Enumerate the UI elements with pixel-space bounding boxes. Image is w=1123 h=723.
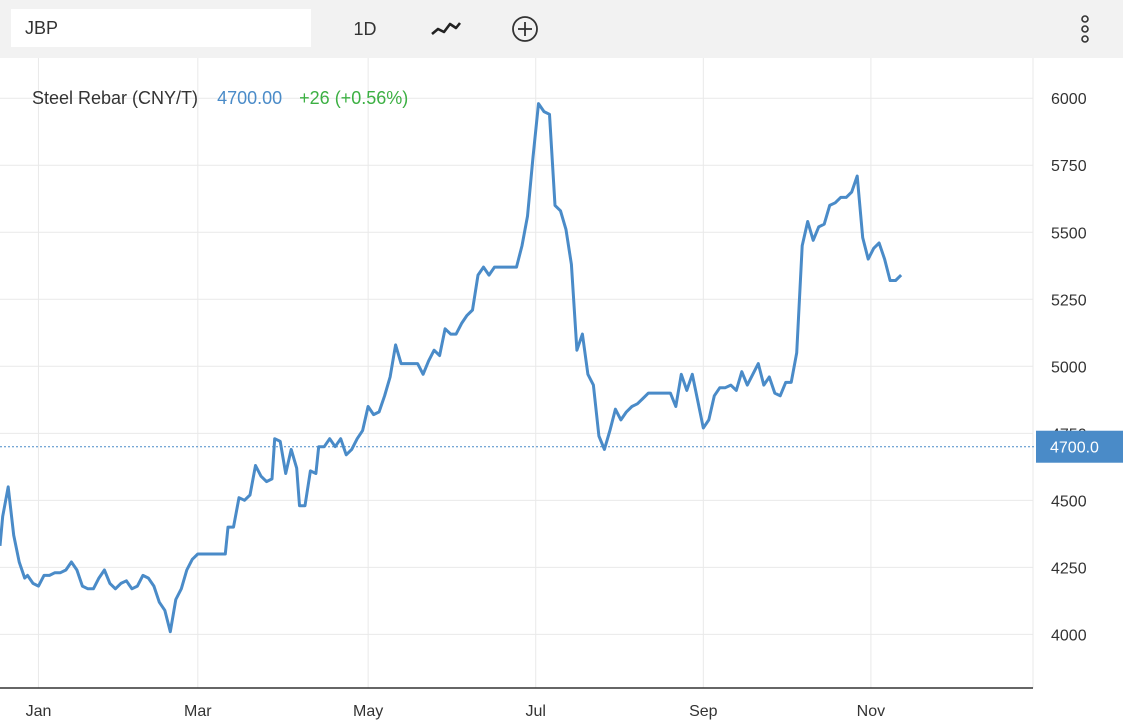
current-price-tag-box xyxy=(1036,430,1123,463)
interval-button[interactable]: 1D xyxy=(353,19,377,39)
chart-legend: Steel Rebar (CNY/T) 4700.00 +26 (+0.56%) xyxy=(32,88,408,109)
line-chart-icon xyxy=(431,22,462,35)
compare-button[interactable] xyxy=(507,12,543,46)
y-tick-label: 5000 xyxy=(1051,359,1087,376)
y-tick-label: 4500 xyxy=(1051,493,1087,510)
y-tick-label: 5250 xyxy=(1051,292,1087,309)
y-axis: 400042504500475050005250550057506000 xyxy=(1051,91,1087,644)
x-tick-label: Nov xyxy=(857,703,885,720)
plus-circle-icon xyxy=(512,16,538,42)
x-tick-label: Sep xyxy=(689,703,718,720)
last-price: 4700.00 xyxy=(217,88,283,108)
instrument-name: Steel Rebar (CNY/T) xyxy=(32,88,199,108)
symbol-input[interactable]: JBP xyxy=(11,9,311,47)
current-price-tag: 4700.0 xyxy=(1036,430,1123,463)
price-series-line xyxy=(0,102,903,634)
x-tick-label: Jan xyxy=(26,703,52,720)
y-tick-label: 4250 xyxy=(1051,560,1087,577)
y-tick-label: 6000 xyxy=(1051,91,1087,108)
y-tick-label: 4000 xyxy=(1051,627,1087,644)
y-tick-label: 5750 xyxy=(1051,158,1087,175)
x-tick-label: May xyxy=(353,703,383,720)
chart-type-button[interactable] xyxy=(426,12,466,46)
chart-toolbar: JBP 1D xyxy=(0,0,1123,58)
x-tick-label: Mar xyxy=(184,703,212,720)
current-price-tag-label: 4700.0 xyxy=(1050,440,1099,457)
x-tick-label: Jul xyxy=(526,703,546,720)
x-axis: Jan Mar May Jul Sep Nov xyxy=(0,687,1033,720)
y-tick-label: 5500 xyxy=(1051,225,1087,242)
vertical-dots-icon xyxy=(1081,15,1089,43)
more-menu-button[interactable] xyxy=(1070,10,1100,48)
price-change: +26 (+0.56%) xyxy=(299,88,409,108)
